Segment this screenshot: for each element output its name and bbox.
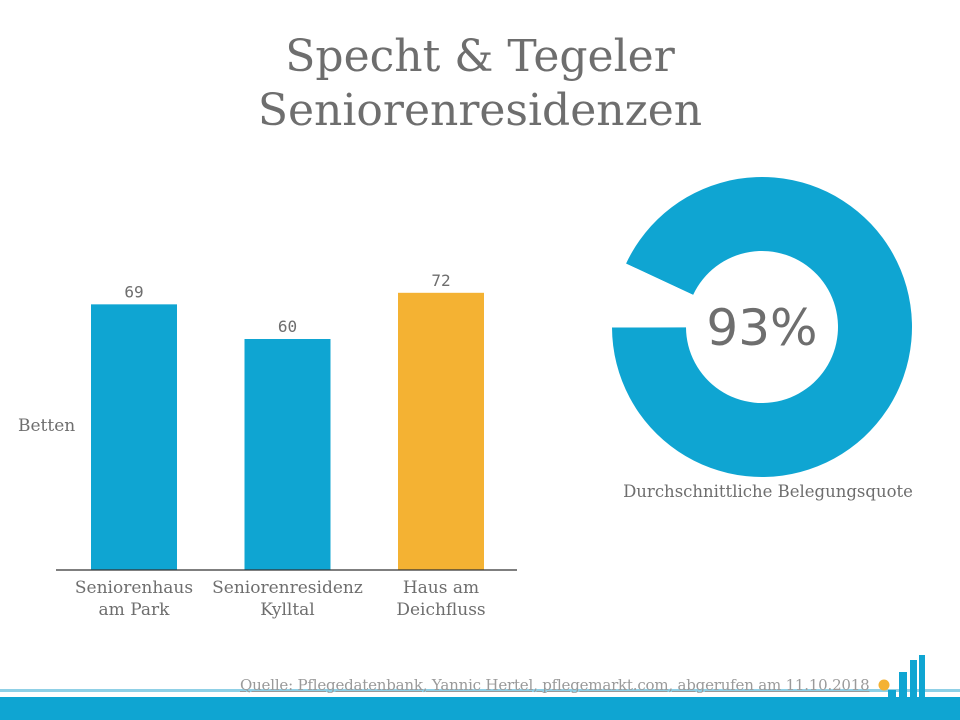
category-label-3-line-2: Deichfluss: [396, 600, 485, 620]
category-label-2-line-2: Kylltal: [260, 600, 315, 620]
logo-bar-1: [888, 690, 896, 720]
footer-band: [0, 697, 960, 720]
pflegemarkt-logo-icon: [878, 655, 925, 720]
donut-slice-1: [612, 177, 912, 477]
bar-3: [398, 292, 484, 570]
footer-thin-line: [0, 689, 960, 692]
logo-dot: [878, 679, 890, 691]
bar-2: [244, 339, 331, 570]
title-line-2: Seniorenresidenzen: [257, 85, 703, 136]
donut-slice-2: [612, 263, 694, 328]
data-label-1: 69: [124, 282, 143, 301]
logo-bar-3: [910, 660, 917, 720]
logo-bar-2: [899, 672, 907, 720]
y-axis-label: Betten: [18, 416, 75, 436]
logo-bar-4: [919, 655, 925, 720]
category-label-3-line-1: Haus am: [403, 578, 479, 598]
data-label-2: 60: [278, 317, 297, 336]
category-label-2-line-1: Seniorenresidenz: [212, 578, 363, 598]
category-label-1-line-1: Seniorenhaus: [75, 578, 193, 598]
chart-title: Specht & Tegeler Seniorenresidenzen: [0, 30, 960, 138]
donut-chart: 93% Durchschnittliche Belegungsquote: [612, 177, 913, 501]
donut-caption: Durchschnittliche Belegungsquote: [623, 482, 913, 501]
donut-center-label: 93%: [706, 299, 817, 357]
source-citation[interactable]: Quelle: Pflegedatenbank, Yannic Hertel, …: [240, 676, 870, 694]
footer-graphics: [0, 655, 960, 720]
bar-1: [91, 304, 177, 570]
category-label-1-line-2: am Park: [99, 600, 171, 620]
title-line-1: Specht & Tegeler: [285, 31, 675, 82]
data-label-3: 72: [431, 271, 450, 290]
